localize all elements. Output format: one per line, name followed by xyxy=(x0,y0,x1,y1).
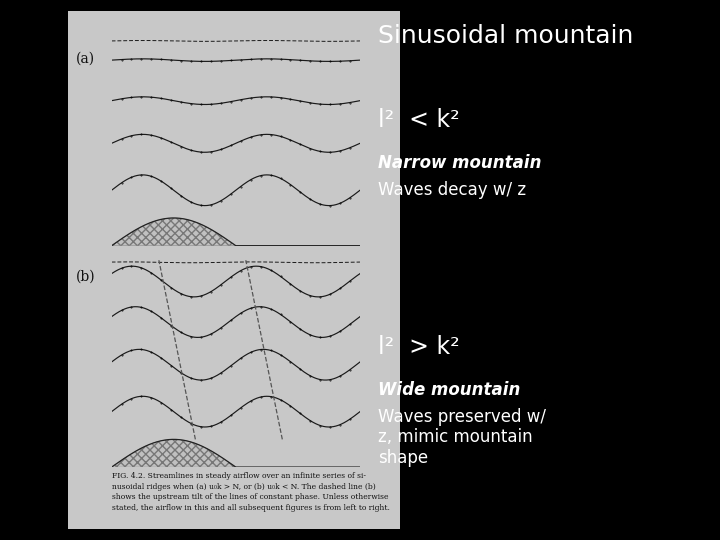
Text: Waves decay w/ z: Waves decay w/ z xyxy=(378,181,526,199)
Text: Wide mountain: Wide mountain xyxy=(378,381,521,399)
Text: Narrow mountain: Narrow mountain xyxy=(378,154,541,172)
Text: l²  > k²: l² > k² xyxy=(378,335,459,359)
Text: (b): (b) xyxy=(76,270,95,284)
Text: l²  < k²: l² < k² xyxy=(378,108,459,132)
Text: Waves preserved w/
z, mimic mountain
shape: Waves preserved w/ z, mimic mountain sha… xyxy=(378,408,546,467)
Bar xyxy=(68,11,400,529)
Text: Sinusoidal mountain: Sinusoidal mountain xyxy=(378,24,634,48)
Text: FIG. 4.2. Streamlines in steady airflow over an infinite series of si-
nusoidal : FIG. 4.2. Streamlines in steady airflow … xyxy=(112,472,390,512)
Text: (a): (a) xyxy=(76,51,95,65)
